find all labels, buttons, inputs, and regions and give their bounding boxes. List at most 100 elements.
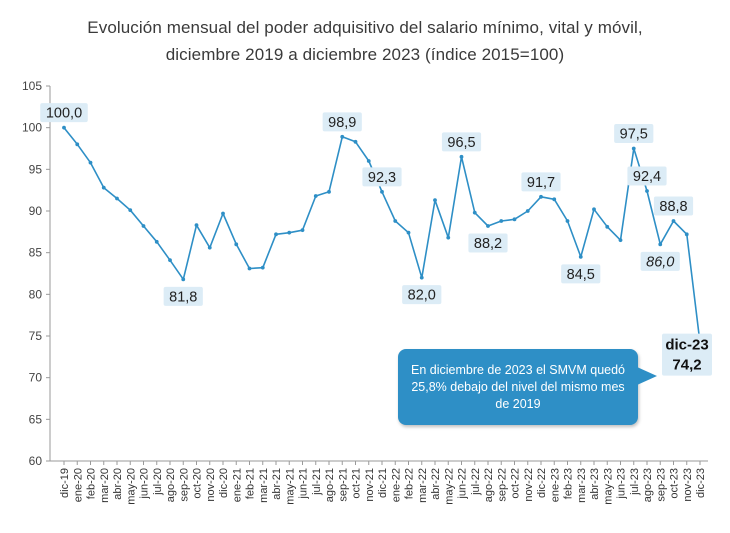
y-tick-label: 75 xyxy=(29,329,43,343)
data-point xyxy=(260,265,265,270)
data-label: 97,5 xyxy=(620,127,648,143)
x-tick-label: ago-23 xyxy=(642,468,654,502)
data-point xyxy=(393,219,398,223)
data-point xyxy=(565,219,570,223)
data-point xyxy=(234,242,239,247)
x-tick-label: may-21 xyxy=(284,468,296,505)
x-tick-label: may-22 xyxy=(443,468,455,505)
x-tick-label: dic-20 xyxy=(218,468,230,498)
x-tick-label: ago-21 xyxy=(324,468,336,502)
annotation-text: En diciembre de 2023 el SMVM quedó 25,8%… xyxy=(410,362,625,411)
x-tick-label: nov-22 xyxy=(523,468,535,502)
x-tick-label: oct-21 xyxy=(351,468,363,499)
data-label: 91,7 xyxy=(527,175,555,191)
data-point xyxy=(247,266,252,271)
data-point xyxy=(154,239,159,244)
annotation-callout-arrow xyxy=(637,367,657,385)
x-tick-label: feb-23 xyxy=(563,468,575,499)
data-point xyxy=(274,232,278,237)
data-label-bg xyxy=(640,251,680,271)
x-tick-label: ene-22 xyxy=(390,468,402,502)
x-tick-label: feb-22 xyxy=(404,468,416,499)
data-point xyxy=(658,242,663,247)
x-tick-label: dic-22 xyxy=(536,468,548,498)
data-label-bg xyxy=(322,112,362,132)
data-point xyxy=(433,198,437,203)
data-point xyxy=(684,232,689,237)
x-tick-label: jul-20 xyxy=(152,468,164,496)
x-tick-label: oct-20 xyxy=(192,468,204,499)
data-point xyxy=(101,185,106,190)
data-label-bg xyxy=(163,286,203,306)
last-label-month: dic-23 xyxy=(665,337,708,354)
data-point xyxy=(115,196,119,201)
x-tick-label: ene-20 xyxy=(72,468,84,502)
x-tick-label: sep-23 xyxy=(655,468,667,502)
data-label-bg xyxy=(653,196,694,216)
y-tick-label: 95 xyxy=(29,162,43,176)
x-tick-label: feb-20 xyxy=(86,468,98,499)
data-point xyxy=(552,197,557,202)
data-point xyxy=(181,277,186,282)
data-point xyxy=(287,230,292,235)
x-tick-label: mar-23 xyxy=(576,468,588,503)
data-point xyxy=(406,230,411,235)
data-point xyxy=(592,207,596,212)
x-tick-label: ene-23 xyxy=(549,468,561,502)
data-point xyxy=(300,228,305,233)
y-tick-label: 85 xyxy=(29,246,43,260)
data-point xyxy=(340,134,345,139)
data-point xyxy=(605,224,610,229)
data-label: 100,0 xyxy=(46,106,82,122)
x-tick-label: may-20 xyxy=(125,468,137,505)
x-tick-label: mar-21 xyxy=(258,468,270,503)
y-tick-label: 60 xyxy=(29,454,43,468)
data-label-bg xyxy=(614,124,654,143)
x-axis: dic-19 ene-20 feb-20 mar-20 abr-20 may-20 jun-… xyxy=(50,460,708,505)
data-point xyxy=(366,159,371,163)
x-tick-label: abr-21 xyxy=(271,468,283,500)
annotation-callout: En diciembre de 2023 el SMVM quedó 25,8%… xyxy=(398,349,638,425)
data-point xyxy=(327,189,331,194)
data-point xyxy=(62,125,66,130)
data-label: 88,2 xyxy=(474,236,502,252)
x-tick-label: jun-23 xyxy=(616,468,628,500)
x-tick-label: abr-22 xyxy=(430,468,442,500)
data-point xyxy=(631,146,636,151)
y-tick-label: 90 xyxy=(29,204,43,218)
data-label: 82,0 xyxy=(408,288,436,304)
x-tick-label: oct-23 xyxy=(669,468,681,499)
x-tick-label: abr-23 xyxy=(589,468,601,500)
data-label-bg xyxy=(521,172,561,192)
data-point xyxy=(459,154,464,159)
data-label: 96,5 xyxy=(447,135,475,151)
data-point xyxy=(194,223,199,228)
y-tick-label: 105 xyxy=(22,79,42,93)
data-point xyxy=(128,208,133,213)
data-point xyxy=(353,139,358,144)
x-tick-label: nov-23 xyxy=(682,468,694,502)
data-label-bg xyxy=(362,167,402,187)
x-tick-label: nov-20 xyxy=(205,468,217,502)
data-point xyxy=(141,224,146,228)
data-point xyxy=(446,235,451,240)
chart-title-line2: diciembre 2019 a diciembre 2023 (índice … xyxy=(165,45,565,64)
x-tick-label: jul-23 xyxy=(629,468,641,496)
y-axis: 60 65 70 75 80 85 90 95 100 105 xyxy=(22,79,51,468)
series-line xyxy=(63,127,701,343)
x-tick-label: nov-21 xyxy=(364,468,376,502)
x-tick-label: may-23 xyxy=(602,468,614,505)
x-tick-label: ene-21 xyxy=(231,468,243,502)
x-tick-label: jun-21 xyxy=(298,468,310,500)
data-labels: 100,0 81,8 98,9 92,3 82,0 96,5 88,2 91,7 84,5 97,… xyxy=(40,103,712,376)
y-tick-label: 70 xyxy=(29,371,43,385)
data-point xyxy=(75,142,80,147)
data-label-bg xyxy=(441,132,482,152)
x-tick-label: sep-20 xyxy=(178,468,190,502)
data-label-bg xyxy=(40,103,88,123)
data-point xyxy=(313,194,318,198)
data-point xyxy=(472,210,477,215)
x-tick-label: ago-22 xyxy=(483,468,495,502)
